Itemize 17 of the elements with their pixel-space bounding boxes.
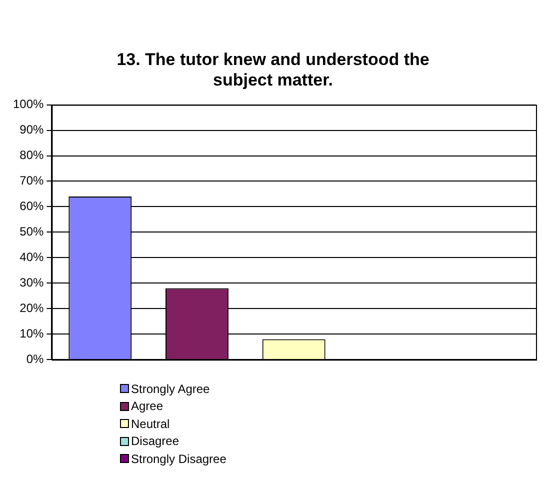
y-tick-label: 10%: [20, 326, 44, 340]
y-tick-label: 90%: [20, 122, 44, 137]
legend-label: Neutral: [131, 416, 170, 431]
y-tick-label: 40%: [20, 250, 44, 264]
chart-title: 13. The tutor knew and understood the subject matter.: [116, 50, 430, 90]
y-tick-label: 30%: [20, 275, 44, 290]
y-tick-label: 100%: [12, 97, 44, 112]
legend-label: Strongly Agree: [131, 382, 210, 396]
y-tick-label: 80%: [20, 148, 44, 162]
y-tick-label: 60%: [20, 199, 44, 214]
legend-label: Agree: [131, 399, 164, 414]
legend-label: Disagree: [131, 434, 180, 448]
y-tick-label: 20%: [20, 300, 44, 315]
legend-label: Strongly Disagree: [131, 452, 226, 466]
y-tick-label: 0%: [26, 352, 44, 366]
y-tick-label: 50%: [20, 224, 44, 239]
y-tick-label: 70%: [20, 174, 44, 188]
